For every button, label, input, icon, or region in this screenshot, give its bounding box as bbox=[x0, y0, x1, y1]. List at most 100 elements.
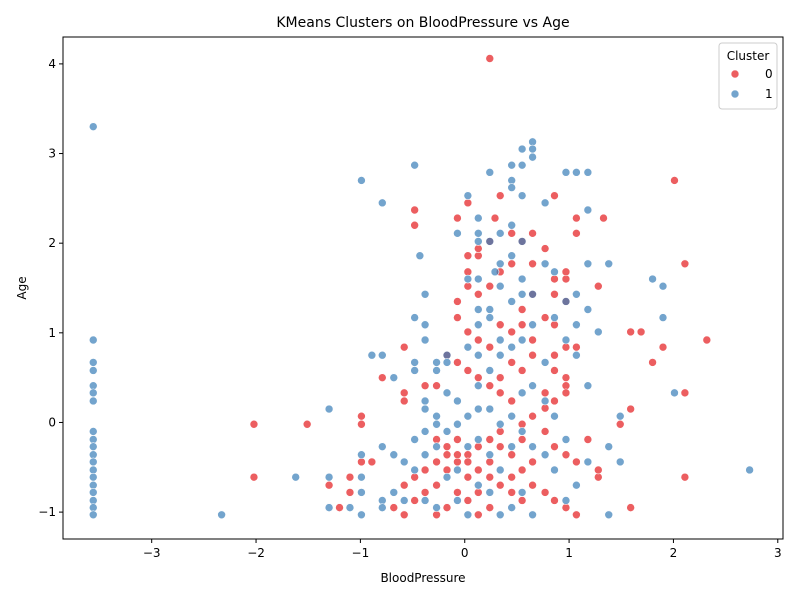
cluster-1-point bbox=[473, 320, 483, 330]
cluster-0-point bbox=[485, 457, 495, 467]
cluster-0-point bbox=[540, 488, 550, 497]
cluster-1-point bbox=[507, 220, 517, 230]
cluster-0-point bbox=[410, 220, 419, 230]
cluster-1-point bbox=[572, 350, 581, 360]
cluster-1-point bbox=[517, 191, 527, 200]
y-axis-label: Age bbox=[15, 276, 29, 299]
cluster-1-point bbox=[453, 419, 462, 429]
cluster-1-point bbox=[463, 411, 473, 421]
cluster-1-point bbox=[420, 289, 430, 299]
cluster-1-point bbox=[507, 251, 517, 261]
cluster-1-point bbox=[88, 396, 98, 406]
cluster-1-point bbox=[88, 472, 98, 482]
cluster-0-point bbox=[507, 327, 517, 337]
cluster-1-point bbox=[432, 366, 441, 375]
legend: Cluster 01 bbox=[718, 42, 778, 110]
x-tick-label: 3 bbox=[774, 546, 782, 560]
cluster-1-point bbox=[572, 289, 581, 299]
cluster-1-point bbox=[517, 160, 527, 170]
cluster-1-point bbox=[572, 320, 581, 330]
cluster-0-point bbox=[473, 251, 483, 261]
cluster-0-point bbox=[463, 281, 473, 291]
cluster-0-point bbox=[670, 176, 679, 185]
cluster-1-point bbox=[528, 137, 537, 147]
cluster-0-point bbox=[561, 373, 571, 382]
x-tick-label: 1 bbox=[565, 546, 573, 560]
cluster-1-point bbox=[432, 503, 441, 512]
cluster-0-point bbox=[561, 381, 571, 391]
cluster-0-point bbox=[345, 488, 355, 497]
cluster-1-point bbox=[463, 510, 473, 520]
plot-area-frame bbox=[62, 36, 784, 540]
cluster-0-point bbox=[485, 503, 495, 512]
cluster-1-point bbox=[507, 342, 517, 352]
cluster-1-point bbox=[463, 274, 473, 284]
cluster-1-point bbox=[473, 213, 483, 223]
legend-marker-cluster-1 bbox=[730, 89, 740, 99]
cluster-1-point bbox=[583, 205, 593, 215]
cluster-0-point bbox=[648, 358, 657, 367]
cluster-0-point bbox=[658, 342, 668, 352]
cluster-1-point bbox=[507, 183, 517, 192]
cluster-1-point bbox=[561, 435, 571, 444]
cluster-1-point bbox=[507, 160, 517, 170]
cluster-1-point bbox=[88, 427, 98, 436]
cluster-1-point bbox=[495, 465, 505, 475]
cluster-0-point bbox=[528, 335, 537, 345]
cluster-1-point bbox=[495, 350, 505, 360]
cluster-0-point bbox=[550, 396, 559, 406]
cluster-1-point bbox=[88, 335, 98, 345]
cluster-1-point bbox=[583, 381, 593, 391]
cluster-1-point bbox=[507, 297, 517, 306]
cluster-0-point bbox=[453, 313, 462, 322]
cluster-1-point bbox=[528, 442, 537, 451]
cluster-1-point bbox=[88, 122, 98, 131]
cluster-1-point bbox=[495, 419, 505, 429]
cluster-1-point bbox=[473, 480, 483, 490]
cluster-0-point bbox=[583, 435, 593, 444]
cluster-1-point bbox=[507, 503, 517, 512]
cluster-1-point bbox=[485, 168, 495, 177]
cluster-0-point bbox=[485, 381, 495, 391]
legend-title: Cluster bbox=[727, 49, 770, 63]
cluster-0-point bbox=[517, 305, 527, 314]
cluster-0-point bbox=[442, 442, 452, 451]
cluster-0-point bbox=[507, 472, 517, 482]
cluster-1-point bbox=[399, 496, 409, 505]
cluster-0-point bbox=[615, 419, 625, 429]
cluster-0-point bbox=[550, 320, 559, 330]
cluster-1-point bbox=[88, 450, 98, 460]
cluster-1-point bbox=[540, 396, 550, 406]
cluster-0-point bbox=[572, 342, 581, 352]
cluster-0-point bbox=[485, 54, 495, 63]
cluster-1-point bbox=[453, 496, 462, 505]
x-tick-label: 0 bbox=[461, 546, 469, 560]
cluster-1-point bbox=[528, 510, 537, 520]
cluster-1-point bbox=[517, 388, 527, 398]
cluster-1-point bbox=[357, 472, 366, 482]
cluster-1-point bbox=[495, 259, 505, 269]
cluster-0-point bbox=[680, 259, 690, 269]
cluster-1-point bbox=[453, 229, 462, 238]
x-axis-label: BloodPressure bbox=[380, 571, 465, 585]
cluster-1-point bbox=[377, 503, 387, 512]
x-tick-label: −1 bbox=[352, 546, 370, 560]
x-tick-label: −3 bbox=[143, 546, 161, 560]
cluster-0-point bbox=[495, 388, 505, 398]
cluster-0-point bbox=[432, 381, 441, 391]
cluster-0-point bbox=[463, 366, 473, 375]
cluster-1-point bbox=[572, 168, 581, 177]
cluster-0-point bbox=[550, 289, 559, 299]
cluster-0-point bbox=[572, 229, 581, 238]
cluster-1-point bbox=[528, 320, 537, 330]
cluster-0-point bbox=[528, 411, 537, 421]
cluster-0-point bbox=[626, 503, 635, 512]
cluster-1-point bbox=[507, 176, 517, 185]
cluster-1-point bbox=[528, 152, 537, 162]
cluster-1-point bbox=[473, 305, 483, 314]
cluster-1-point bbox=[528, 144, 537, 154]
cluster-1-point bbox=[442, 350, 452, 360]
cluster-0-point bbox=[550, 274, 559, 284]
cluster-1-point bbox=[485, 237, 495, 246]
cluster-1-point bbox=[377, 442, 387, 451]
